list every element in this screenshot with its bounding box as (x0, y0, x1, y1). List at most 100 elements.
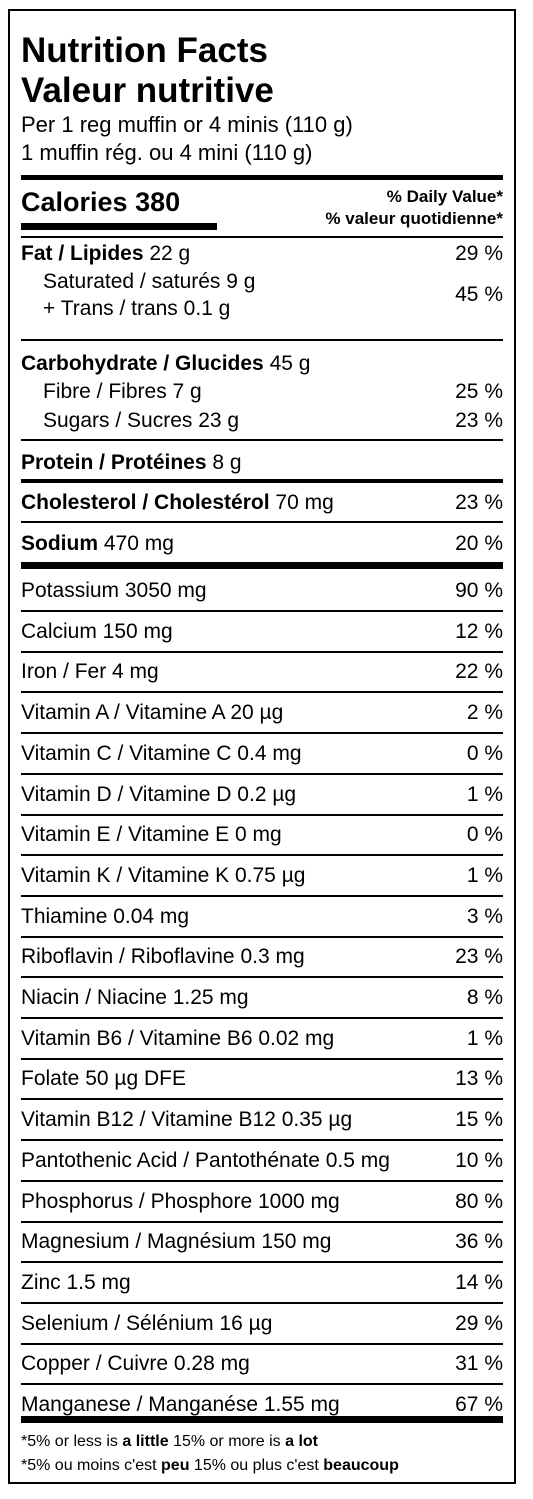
micronutrient-row: Zinc 1.5 mg 14 % (21, 1268, 503, 1298)
micronutrient-label: Copper / Cuivre 0.28 mg (21, 1352, 250, 1376)
micronutrient-percent: 90 % (455, 579, 503, 602)
micronutrient-percent: 14 % (455, 1270, 503, 1294)
micronutrient-row: Vitamin K / Vitamine K 0.75 µg 1 % (21, 861, 503, 891)
carbohydrate-label: Carbohydrate / Glucides (21, 352, 264, 375)
footnote-english-part: *5% or less is (21, 1433, 118, 1450)
row-divider (21, 1220, 503, 1223)
micronutrient-percent: 22 % (455, 660, 503, 684)
micronutrient-label: Magnesium / Magnésium 150 mg (21, 1230, 332, 1254)
nutrition-facts-label: Nutrition Facts Valeur nutritive Per 1 r… (8, 9, 516, 1484)
sugars-percent: 23 % (455, 409, 503, 432)
daily-value-header-english: % Daily Value* (386, 187, 503, 206)
micronutrient-row: Iron / Fer 4 mg 22 % (21, 657, 503, 687)
row-divider (21, 854, 503, 857)
micronutrient-percent: 13 % (455, 1067, 503, 1091)
title-french: Valeur nutritive (21, 71, 274, 110)
micronutrient-label: Potassium 3050 mg (21, 579, 207, 602)
micronutrient-label: Manganese / Manganése 1.55 mg (21, 1393, 340, 1416)
sodium-label: Sodium (21, 532, 98, 555)
sugars-label: Sugars / Sucres 23 g (43, 409, 240, 432)
micronutrient-label: Vitamin K / Vitamine K 0.75 µg (21, 863, 306, 887)
rule (21, 521, 503, 523)
row-divider (21, 1301, 503, 1304)
micronutrient-percent: 67 % (455, 1393, 503, 1416)
micronutrient-percent: 23 % (455, 945, 503, 969)
label-content: Nutrition Facts Valeur nutritive Per 1 r… (21, 11, 503, 1482)
row-divider (21, 976, 503, 979)
micronutrient-label: Vitamin D / Vitamine D 0.2 µg (21, 782, 297, 806)
micronutrient-label: Vitamin C / Vitamine C 0.4 mg (21, 741, 302, 765)
row-divider (21, 691, 503, 694)
carbohydrate-row: Carbohydrate / Glucides 45 g (21, 349, 503, 379)
row-divider (21, 1139, 503, 1142)
footnote-english-emphasis: a lot (285, 1433, 318, 1450)
fibre-row: Fibre / Fibres 7 g 25 % (21, 377, 503, 407)
micronutrient-row: Vitamin B6 / Vitamine B6 0.02 mg 1 % (21, 1024, 503, 1054)
micronutrient-label: Iron / Fer 4 mg (21, 660, 159, 684)
micronutrient-percent: 80 % (455, 1189, 503, 1213)
micronutrient-label: Phosphorus / Phosphore 1000 mg (21, 1189, 340, 1213)
row-divider (21, 1057, 503, 1060)
micronutrient-label: Calcium 150 mg (21, 619, 173, 643)
serving-size-french: 1 muffin rég. ou 4 mini (110 g) (21, 140, 313, 165)
micronutrient-label: Folate 50 µg DFE (21, 1067, 187, 1091)
micronutrient-label: Thiamine 0.04 mg (21, 904, 190, 928)
calories-underline (21, 223, 217, 230)
footnote-french: *5% ou moins c'est peu 15% ou plus c'est… (21, 1455, 399, 1477)
footnote-french-part: 15% ou plus c'est (193, 1457, 319, 1474)
micronutrient-row: Copper / Cuivre 0.28 mg 31 % (21, 1349, 503, 1379)
sodium-amount: 470 mg (103, 532, 174, 555)
micronutrient-label: Selenium / Sélénium 16 µg (21, 1311, 273, 1335)
trans-row: + Trans / trans 0.1 g (21, 294, 503, 324)
micronutrient-row: Folate 50 µg DFE 13 % (21, 1064, 503, 1094)
thick-rule (21, 1416, 503, 1423)
row-divider (21, 1342, 503, 1345)
micronutrient-row: Vitamin B12 / Vitamine B12 0.35 µg 15 % (21, 1105, 503, 1135)
row-divider (21, 1261, 503, 1264)
cholesterol-percent: 23 % (455, 491, 503, 514)
row-divider (21, 772, 503, 775)
micronutrient-percent: 36 % (455, 1230, 503, 1254)
saturated-trans-percent-row: 45 % (21, 280, 503, 310)
micronutrient-label: Vitamin A / Vitamine A 20 µg (21, 701, 284, 725)
micronutrient-row: Vitamin A / Vitamine A 20 µg 2 % (21, 698, 503, 728)
saturated-label: Saturated / saturés 9 g (43, 270, 256, 293)
row-divider (21, 1098, 503, 1101)
sugars-row: Sugars / Sucres 23 g 23 % (21, 406, 503, 436)
sodium-row: Sodium 470 mg 20 % (21, 529, 503, 559)
protein-amount: 8 g (212, 451, 242, 474)
thick-rule (21, 175, 503, 180)
fat-row: Fat / Lipides 22 g 29 % (21, 239, 503, 269)
serving-size-english: Per 1 reg muffin or 4 minis (110 g) (21, 112, 353, 137)
row-divider (21, 894, 503, 897)
micronutrient-percent: 10 % (455, 1148, 503, 1172)
protein-label: Protein / Protéines (21, 451, 207, 474)
trans-label: + Trans / trans 0.1 g (43, 297, 231, 320)
micronutrient-percent: 8 % (466, 986, 503, 1009)
micronutrient-row: Thiamine 0.04 mg 3 % (21, 902, 503, 932)
micronutrient-label: Zinc 1.5 mg (21, 1270, 131, 1294)
micronutrient-percent: 1 % (466, 782, 503, 806)
micronutrient-percent: 15 % (455, 1108, 503, 1132)
row-divider (21, 1017, 503, 1019)
micronutrient-row: Vitamin D / Vitamine D 0.2 µg 1 % (21, 780, 503, 810)
micronutrient-row: Riboflavin / Riboflavine 0.3 mg 23 % (21, 942, 503, 972)
calories-value: 380 (135, 187, 181, 217)
micronutrient-label: Vitamin B12 / Vitamine B12 0.35 µg (21, 1108, 353, 1132)
thick-rule (21, 562, 503, 569)
row-divider (21, 1179, 503, 1182)
cholesterol-amount: 70 mg (275, 491, 334, 514)
row-divider (21, 610, 503, 612)
micronutrient-label: Vitamin E / Vitamine E 0 mg (21, 823, 282, 847)
micronutrient-row: Manganese / Manganése 1.55 mg 67 % (21, 1390, 503, 1420)
micronutrient-percent: 0 % (466, 741, 503, 765)
micronutrient-percent: 29 % (455, 1311, 503, 1335)
fibre-label: Fibre / Fibres 7 g (43, 380, 202, 403)
micronutrient-percent: 1 % (466, 863, 503, 887)
micronutrient-row: Potassium 3050 mg 90 % (21, 576, 503, 606)
micronutrient-percent: 12 % (455, 619, 503, 643)
carbohydrate-amount: 45 g (269, 352, 311, 375)
saturated-row: Saturated / saturés 9 g (21, 267, 503, 297)
fat-percent: 29 % (455, 242, 503, 265)
micronutrient-row: Vitamin E / Vitamine E 0 mg 0 % (21, 820, 503, 850)
